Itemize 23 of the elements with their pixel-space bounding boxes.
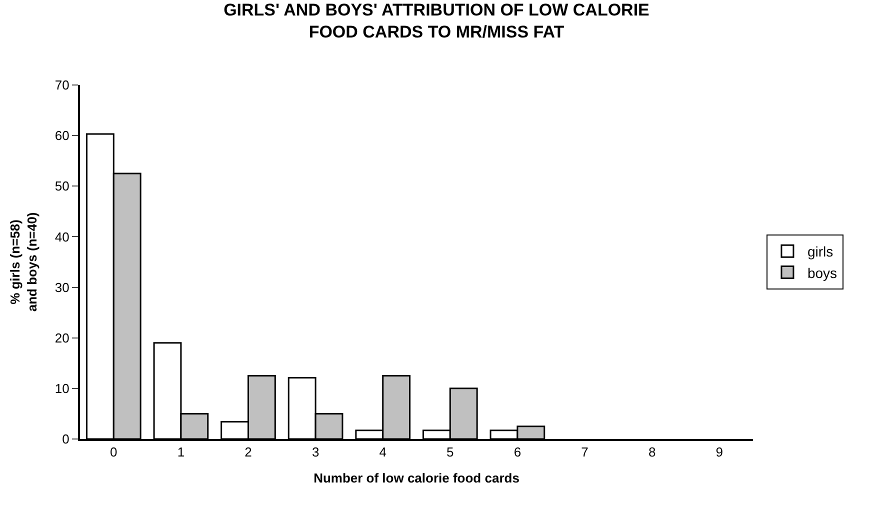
chart-title: GIRLS' AND BOYS' ATTRIBUTION OF LOW CALORIE FOOD CARDS TO MR/MISS FAT: [224, 0, 650, 42]
y-tick-label: 0: [62, 432, 70, 447]
y-tick-label: 50: [54, 178, 70, 194]
x-tick-label: 3: [312, 444, 320, 460]
legend-label: girls: [807, 244, 834, 260]
x-axis-title: Number of low calorie food cards: [314, 470, 520, 486]
legend-label: boys: [807, 264, 838, 281]
y-axis-title: % girls (n=58) and boys (n=40): [7, 212, 40, 312]
x-tick-label: 7: [581, 444, 588, 460]
x-tick-label: 2: [244, 444, 252, 460]
x-tick-label: 4: [379, 444, 386, 460]
y-tick-label: 70: [54, 78, 70, 93]
x-tick-label: 6: [514, 444, 522, 460]
y-tick-label: 30: [54, 280, 70, 295]
y-tick-label: 10: [54, 380, 70, 396]
x-tick-label: 0: [110, 444, 118, 460]
y-tick-label: 40: [54, 229, 70, 244]
x-tick-label: 1: [177, 444, 185, 460]
x-tick-label: 8: [648, 444, 656, 460]
y-tick-label: 20: [54, 330, 70, 346]
x-tick-label: 5: [446, 444, 454, 460]
y-tick-label: 60: [54, 128, 70, 144]
x-tick-label: 9: [716, 444, 723, 460]
